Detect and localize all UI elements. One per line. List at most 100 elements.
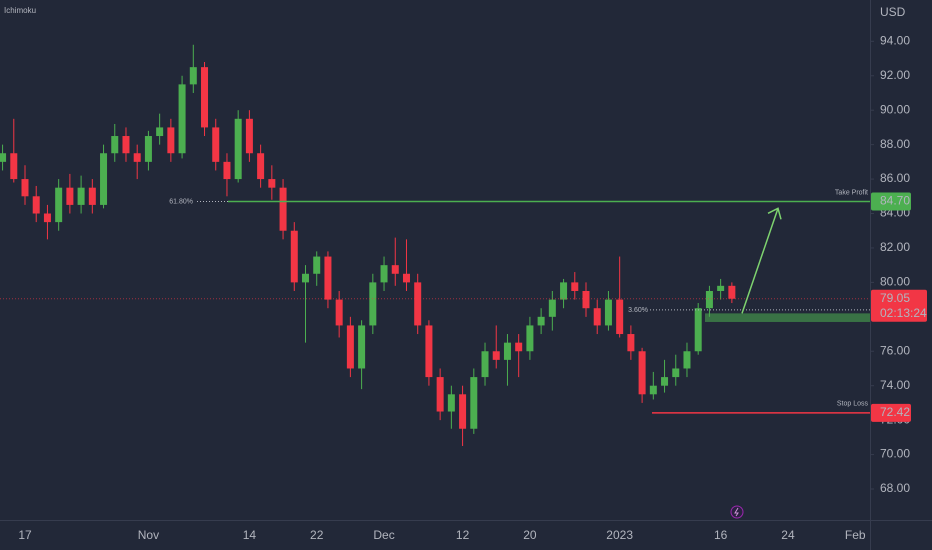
candle-body [627,334,635,352]
candle-body [32,196,40,214]
y-tick-label: 88.00 [880,137,910,151]
candle-body [459,394,467,429]
y-tick-label: 68.00 [880,481,910,495]
candle-body [88,187,96,205]
candle-body [661,377,669,386]
x-tick-label: 20 [523,528,537,542]
candle-body [201,67,209,128]
x-tick-label: 12 [456,528,470,542]
y-tick-label: 90.00 [880,102,910,116]
candle-body [492,351,500,360]
candle-body [66,187,74,205]
candle-body [167,127,175,154]
candle-body [481,351,489,378]
x-tick-label: Nov [138,528,159,542]
stop-loss-label: Stop Loss [837,401,869,408]
candle-body [346,325,354,369]
candle-body [728,285,736,299]
candle-body [560,282,568,300]
candle-body [212,127,220,162]
candle-body [369,282,377,326]
candle-body [43,213,51,223]
candle-body [402,273,410,283]
candle-body [537,316,545,326]
x-tick-label: Dec [373,528,394,542]
stop-loss-price: 72.42 [880,405,910,419]
zone [705,313,870,322]
candle-body [279,187,287,231]
stop-loss-tag [871,403,911,422]
candle-body [447,394,455,412]
candle-body [391,265,399,274]
y-tick-label: 80.00 [880,275,910,289]
take-profit-price: 84.70 [880,194,910,208]
indicator-label: Ichimoku [4,6,36,15]
candle-body [414,282,422,326]
arrow-head [767,207,782,220]
candle-body [593,308,601,326]
candle-body [223,161,231,180]
candle-body [470,377,478,429]
y-tick-label: 94.00 [880,33,910,47]
candle-body [313,256,321,274]
candle-body [302,273,309,283]
countdown: 02:13:24 [880,306,927,320]
candle-body [133,153,141,162]
candle-body [234,118,242,180]
candle-body [189,67,197,85]
candle-body [425,325,433,378]
x-tick-label: 22 [310,528,324,542]
candle-body [571,282,579,291]
candle-body [100,153,108,205]
candle-body [245,118,253,154]
candle-body [335,299,343,326]
candle-body [178,84,186,154]
candle-body [548,299,556,317]
candle-body [0,153,7,162]
candle-body [77,187,85,205]
x-tick-label: 16 [714,528,728,542]
candle-body [122,136,130,154]
candle-body [717,285,725,291]
last-price: 79.05 [880,291,910,305]
take-profit-tag [871,192,911,211]
y-tick-label: 70.00 [880,447,910,461]
candle-body [604,299,612,326]
arrow-shaft [741,208,779,314]
candle-body [55,187,63,223]
candle-body [380,265,388,283]
fib-label: 3.60% [628,307,648,314]
candle-body [694,308,702,352]
y-tick-label: 82.00 [880,240,910,254]
candle-body [515,342,523,352]
y-tick-label: 86.00 [880,171,910,185]
candle-body [436,377,444,412]
candle-body [683,351,691,369]
x-tick-label: 14 [243,528,257,542]
candle-body [257,153,265,180]
candle-body [705,290,713,309]
event-icon[interactable] [730,505,744,519]
candle-body [582,290,590,309]
currency-label: USD [880,5,906,19]
take-profit-label: Take Profit [835,189,868,196]
candle-body [638,351,646,395]
candle-body [616,299,624,335]
x-tick-label: 24 [781,528,795,542]
candle-body [672,368,680,378]
candle-body [503,342,511,360]
x-tick-label: 2023 [606,528,633,542]
candle-body [144,136,152,162]
candle-body [111,136,119,154]
candle-body [324,256,332,300]
x-tick-label: Feb [845,528,866,542]
candle-body [21,179,29,197]
candle-body [156,127,164,137]
candle-body [358,325,366,369]
last-price-tag [871,289,927,322]
y-tick-label: 92.00 [880,68,910,82]
candle-body [649,385,657,395]
event-icon-bolt [734,507,739,517]
